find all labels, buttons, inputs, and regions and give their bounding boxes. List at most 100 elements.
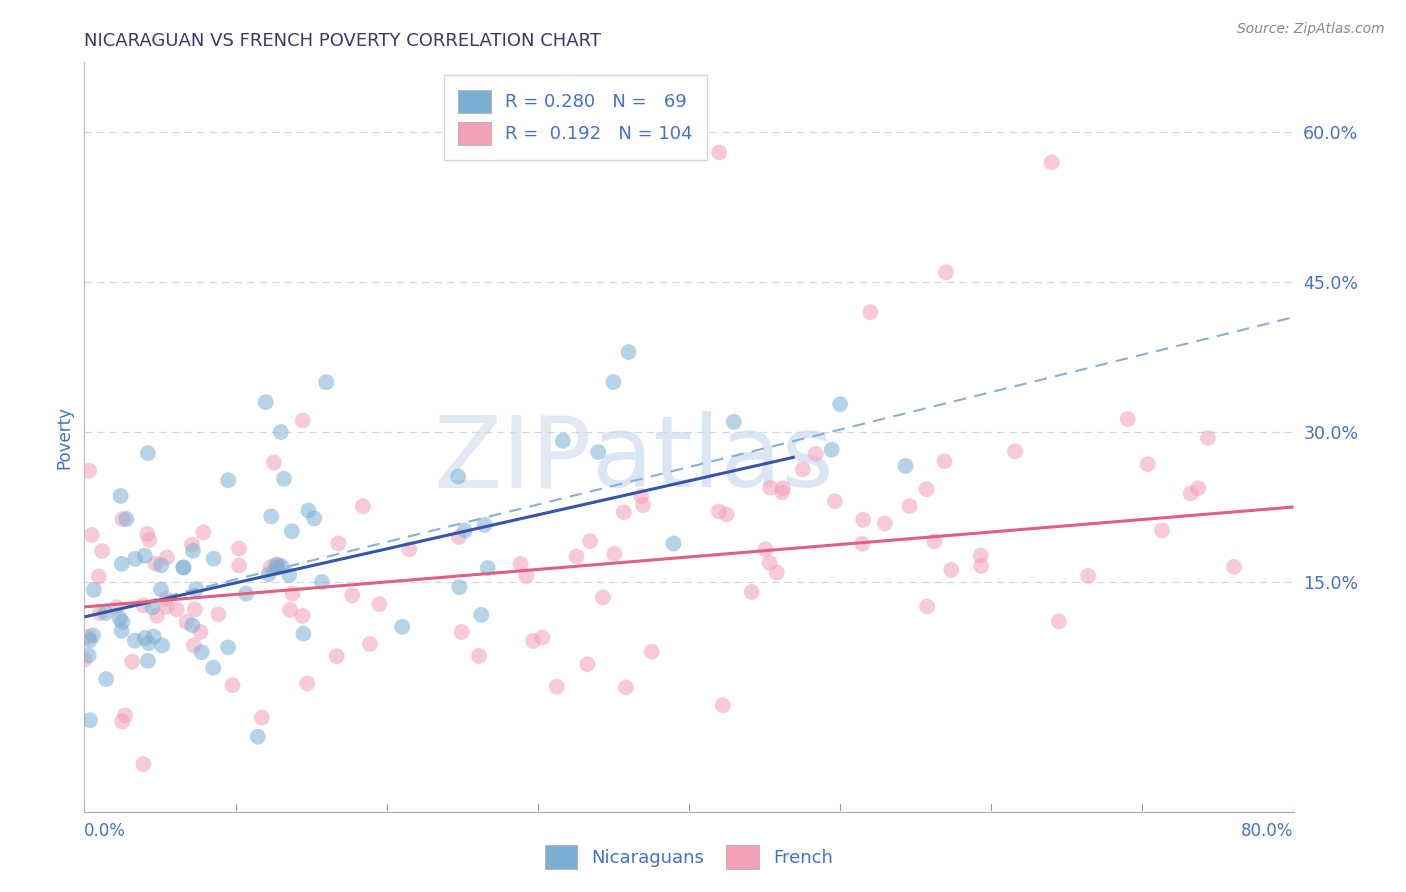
Point [87,569,110,583]
Point [108,611,131,625]
Point [579,534,602,549]
Point [278,603,301,617]
Point [291,413,314,427]
Point [588,445,610,459]
Point [260,560,283,574]
Point [477,561,499,575]
Point [297,503,319,517]
Point [193,525,215,540]
Point [935,265,957,279]
Point [1040,155,1063,169]
Point [145,557,167,571]
Point [155,592,177,607]
Point [111,714,134,729]
Point [859,305,882,319]
Point [758,556,780,570]
Point [821,442,844,457]
Point [73,653,96,667]
Point [509,557,531,571]
Point [970,558,993,573]
Point [173,560,195,574]
Point [759,481,782,495]
Point [1077,569,1099,583]
Point [184,602,207,616]
Point [246,730,269,744]
Point [1136,457,1159,471]
Text: 80.0%: 80.0% [1241,822,1294,839]
Point [291,608,314,623]
Point [614,681,637,695]
Point [941,563,963,577]
Text: atlas: atlas [592,411,834,508]
Point [80,528,103,542]
Point [79,713,101,727]
Point [1187,481,1209,495]
Point [136,446,159,460]
Point [110,489,132,503]
Point [915,599,938,614]
Point [474,517,496,532]
Point [630,489,652,503]
Point [183,639,205,653]
Point [136,654,159,668]
Point [184,582,207,597]
Point [150,639,173,653]
Text: ZIP: ZIP [434,411,592,508]
Point [134,631,156,645]
Point [447,469,470,483]
Point [741,585,763,599]
Point [711,698,734,713]
Point [77,630,100,644]
Point [132,599,155,613]
Point [342,588,364,602]
Point [181,543,204,558]
Point [515,569,537,583]
Point [1004,444,1026,458]
Point [136,526,159,541]
Point [824,494,846,508]
Point [804,447,827,461]
Point [228,558,250,573]
Point [181,618,204,632]
Point [617,345,640,359]
Point [873,516,896,531]
Point [217,640,239,655]
Point [603,547,626,561]
Point [267,558,290,572]
Text: NICARAGUAN VS FRENCH POVERTY CORRELATION CHART: NICARAGUAN VS FRENCH POVERTY CORRELATION… [84,32,602,50]
Point [522,633,544,648]
Point [613,505,636,519]
Point [150,558,173,573]
Point [707,505,730,519]
Point [662,536,685,550]
Point [1150,523,1173,537]
Point [352,500,374,514]
Point [970,549,993,563]
Text: Source: ZipAtlas.com: Source: ZipAtlas.com [1237,22,1385,37]
Point [359,637,381,651]
Point [96,672,118,686]
Point [449,580,471,594]
Point [111,624,134,638]
Point [716,508,738,522]
Point [278,567,301,582]
Point [263,455,285,469]
Point [292,626,315,640]
Point [180,538,202,552]
Point [915,482,938,496]
Point [852,513,875,527]
Point [156,550,179,565]
Point [121,655,143,669]
Point [166,602,188,616]
Point [228,541,250,556]
Point [315,375,337,389]
Point [176,615,198,629]
Point [89,607,111,621]
Point [898,499,921,513]
Point [470,607,492,622]
Point [398,542,420,557]
Point [551,434,574,448]
Point [235,587,257,601]
Point [565,549,588,564]
Point [172,560,194,574]
